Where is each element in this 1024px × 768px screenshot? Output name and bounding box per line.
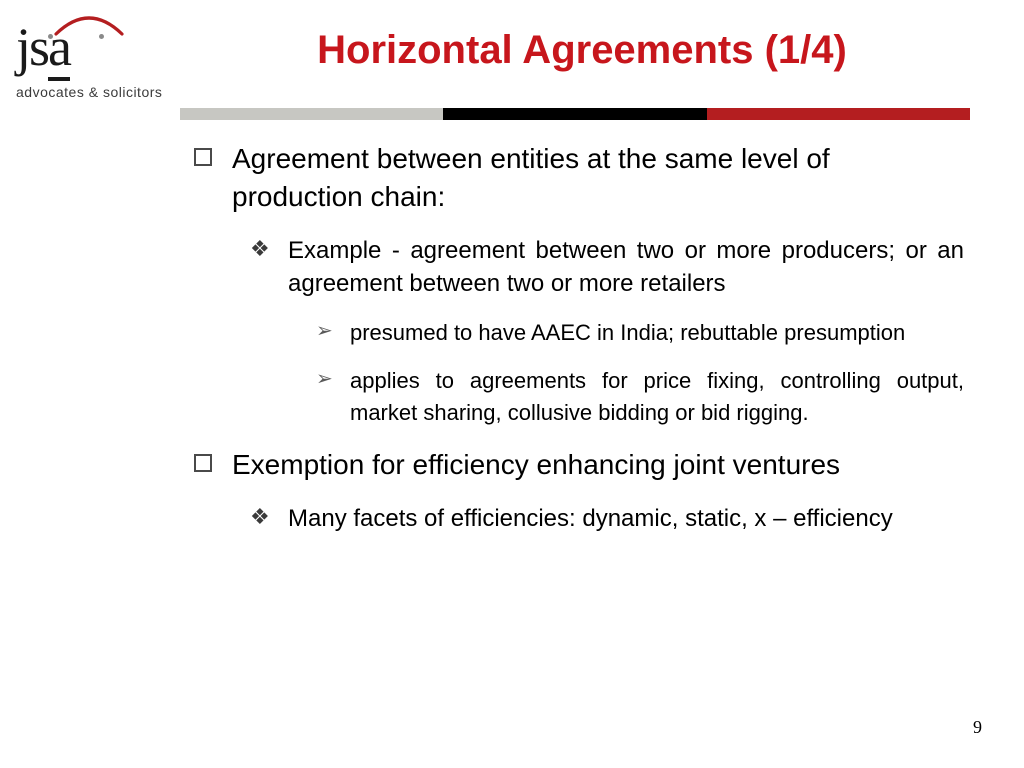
bar-segment-2: [443, 108, 706, 120]
logo-wordmark: jsa: [16, 20, 176, 74]
list-item: Example - agreement between two or more …: [250, 234, 964, 429]
list-item: Many facets of efficiencies: dynamic, st…: [250, 502, 964, 536]
slide-body: Agreement between entities at the same l…: [190, 140, 964, 554]
logo-letter-j: j: [16, 17, 29, 77]
bar-segment-1: [180, 108, 443, 120]
list-item: presumed to have AAEC in India; rebuttab…: [316, 317, 964, 349]
page-title: Horizontal Agreements (1/4): [180, 28, 984, 73]
bullet-text: Many facets of efficiencies: dynamic, st…: [288, 505, 893, 532]
logo-letter-a: a: [48, 17, 70, 81]
bullet-text: Example - agreement between two or more …: [288, 237, 964, 298]
list-item: Agreement between entities at the same l…: [190, 140, 964, 428]
bullet-text: Agreement between entities at the same l…: [232, 143, 830, 212]
page-number: 9: [973, 717, 982, 738]
logo-letter-s: s: [29, 17, 48, 77]
logo: jsa advocates & solicitors: [16, 20, 176, 100]
bullet-text: Exemption for efficiency enhancing joint…: [232, 449, 840, 480]
logo-tagline: advocates & solicitors: [16, 84, 176, 100]
bullet-text: presumed to have AAEC in India; rebuttab…: [350, 320, 905, 345]
list-item: applies to agreements for price fixing, …: [316, 365, 964, 429]
bullet-text: applies to agreements for price fixing, …: [350, 368, 964, 425]
bar-segment-3: [707, 108, 970, 120]
divider-bar: [180, 108, 970, 120]
list-item: Exemption for efficiency enhancing joint…: [190, 446, 964, 535]
